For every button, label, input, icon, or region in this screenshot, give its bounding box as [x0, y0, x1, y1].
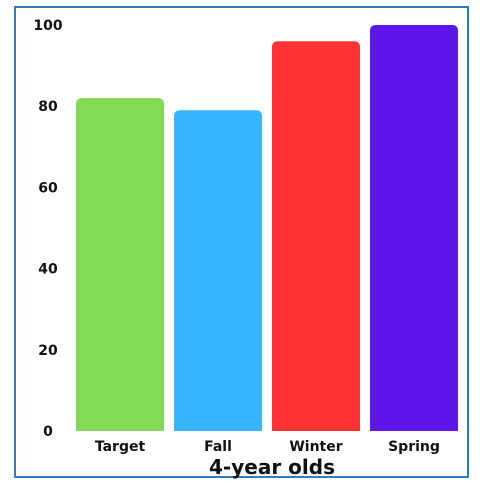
bar-winter — [272, 41, 360, 432]
y-tick-label: 80 — [38, 99, 58, 115]
category-label-target: Target — [95, 439, 146, 455]
y-tick-label: 0 — [43, 424, 53, 440]
bar-target — [76, 98, 164, 431]
x-axis-categories: Target Fall Winter Spring — [95, 439, 440, 455]
y-tick-label: 100 — [33, 18, 62, 34]
bars — [76, 25, 458, 432]
category-label-winter: Winter — [289, 439, 342, 455]
category-label-fall: Fall — [204, 439, 232, 455]
bar-fall — [174, 110, 262, 431]
y-axis-ticks: 0 20 40 60 80 100 — [33, 18, 62, 440]
x-axis-label: 4-year olds — [209, 455, 335, 479]
y-tick-label: 20 — [38, 343, 58, 359]
bar-spring — [370, 25, 458, 431]
category-label-spring: Spring — [388, 439, 440, 455]
y-tick-label: 60 — [38, 180, 58, 196]
y-tick-label: 40 — [38, 262, 58, 278]
